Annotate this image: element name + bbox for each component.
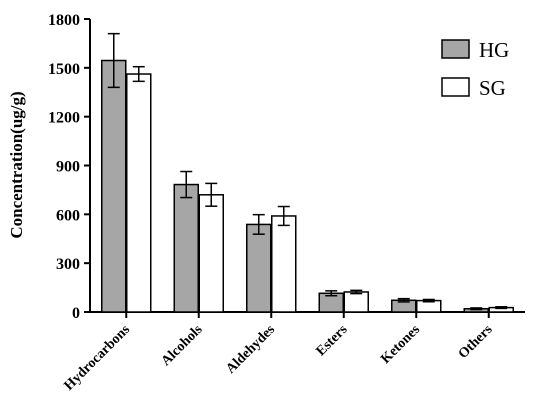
error-bar-sg-hydrocarbons (132, 65, 145, 83)
bar-hg-alcohols (173, 183, 199, 313)
y-tick-label: 600 (56, 207, 80, 224)
x-tick-label: Ketones (378, 322, 423, 367)
error-bar-hg-aldehydes (252, 213, 265, 235)
legend-label: SG (479, 76, 506, 100)
bar-sg-aldehydes (271, 215, 297, 313)
error-bar-hg-ketones (397, 297, 410, 303)
legend: HG SG (441, 38, 509, 100)
bar-hg-aldehydes (246, 223, 272, 313)
x-tick-label: Others (456, 322, 496, 362)
legend-swatch (441, 77, 470, 97)
error-bar-hg-others (470, 307, 483, 311)
category-labels: Hydrocarbons Alcohols Aldehydes Esters Keton… (62, 322, 496, 394)
x-tick-label: Hydrocarbons (62, 322, 134, 394)
y-tick-label: 1800 (48, 12, 80, 29)
legend-item-sg: SG (441, 76, 506, 100)
bar-hg-hydrocarbons (101, 59, 127, 313)
y-tick-label: 900 (56, 159, 80, 176)
bar-sg-alcohols (198, 194, 224, 313)
legend-label: HG (479, 38, 509, 62)
bar-sg-esters (343, 291, 369, 313)
y-tick-label: 1200 (48, 110, 80, 127)
legend-swatch (441, 39, 470, 59)
y-tick-label: 300 (56, 256, 80, 273)
error-bar-sg-ketones (422, 298, 435, 303)
y-tick-label: 1500 (48, 61, 80, 78)
error-bar-sg-others (495, 306, 508, 310)
x-tick-label: Esters (314, 322, 351, 359)
legend-item-hg: HG (441, 38, 509, 62)
bar-sg-hydrocarbons (126, 73, 152, 313)
error-bar-hg-esters (325, 290, 338, 297)
y-axis-label: Concentration(ug/g) (7, 91, 26, 238)
x-axis (90, 311, 525, 318)
error-bar-sg-aldehydes (277, 205, 290, 227)
y-tick-label: 0 (72, 305, 80, 322)
error-bar-hg-alcohols (180, 170, 193, 199)
bars (101, 59, 514, 313)
x-tick-label: Aldehydes (223, 322, 278, 377)
y-axis: 0 300 600 900 1200 1500 1800 (48, 12, 91, 322)
error-bar-sg-alcohols (205, 182, 218, 207)
error-bar-sg-esters (350, 289, 363, 295)
x-tick-label: Alcohols (159, 322, 206, 369)
error-bar-hg-hydrocarbons (107, 32, 120, 89)
error-bars (107, 32, 508, 311)
